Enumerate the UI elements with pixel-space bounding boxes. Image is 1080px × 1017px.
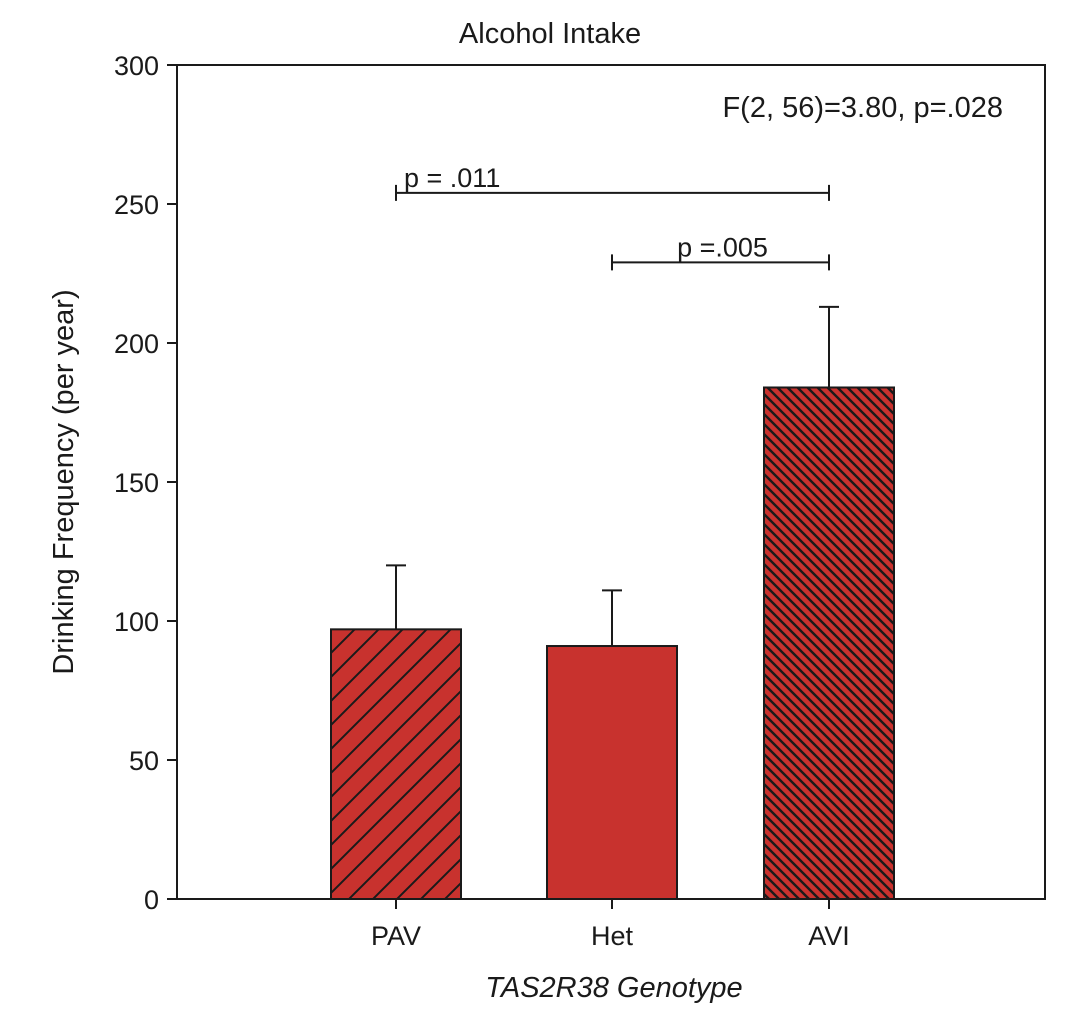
x-tick-label-het: Het — [591, 921, 634, 951]
y-axis-label: Drinking Frequency (per year) — [48, 289, 80, 674]
plot-frame — [176, 64, 1046, 900]
x-axis-label: TAS2R38 Genotype — [485, 972, 742, 1004]
bar-avi — [763, 386, 895, 900]
x-tick-label-pav: PAV — [371, 921, 421, 951]
y-tick-label: 150 — [114, 468, 159, 498]
y-tick-label: 0 — [144, 885, 159, 915]
bar-pav — [330, 628, 462, 901]
y-tick-label: 50 — [129, 746, 159, 776]
bar-het — [546, 645, 678, 901]
stat-annotation: F(2, 56)=3.80, p=.028 — [722, 92, 1003, 124]
x-tick-label-avi: AVI — [808, 921, 850, 951]
y-tick-label: 250 — [114, 190, 159, 220]
y-tick-label: 200 — [114, 329, 159, 359]
y-tick-label: 100 — [114, 607, 159, 637]
comparison-p-value: p =.005 — [677, 232, 768, 262]
chart-title: Alcohol Intake — [459, 18, 641, 50]
y-tick-label: 300 — [114, 51, 159, 81]
comparison-p-value: p = .011 — [404, 163, 500, 193]
